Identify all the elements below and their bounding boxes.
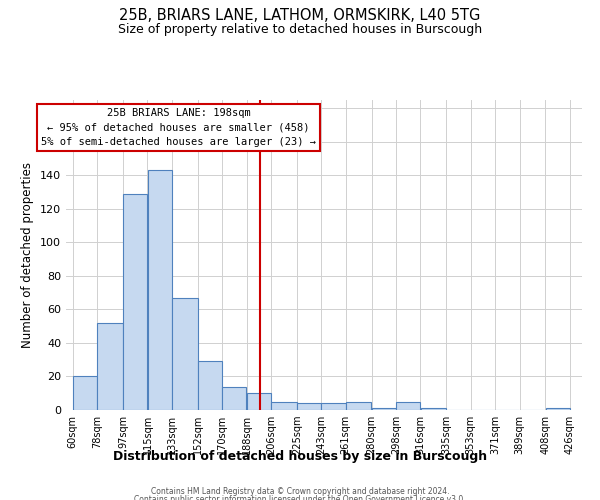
Text: 25B BRIARS LANE: 198sqm
← 95% of detached houses are smaller (458)
5% of semi-de: 25B BRIARS LANE: 198sqm ← 95% of detache… [41, 108, 316, 147]
Text: Contains public sector information licensed under the Open Government Licence v3: Contains public sector information licen… [134, 495, 466, 500]
Bar [271, 402, 296, 410]
Y-axis label: Number of detached properties: Number of detached properties [22, 162, 34, 348]
Bar [322, 404, 346, 410]
Bar [148, 170, 172, 410]
Bar [545, 408, 569, 410]
Bar [97, 323, 123, 410]
Bar [73, 376, 97, 410]
Bar [396, 402, 420, 410]
Bar [172, 298, 197, 410]
Text: Size of property relative to detached houses in Burscough: Size of property relative to detached ho… [118, 22, 482, 36]
Bar [123, 194, 147, 410]
Bar [223, 386, 247, 410]
Bar [297, 404, 321, 410]
Text: Distribution of detached houses by size in Burscough: Distribution of detached houses by size … [113, 450, 487, 463]
Bar [198, 362, 222, 410]
Bar [372, 408, 396, 410]
Bar [421, 408, 446, 410]
Text: 25B, BRIARS LANE, LATHOM, ORMSKIRK, L40 5TG: 25B, BRIARS LANE, LATHOM, ORMSKIRK, L40 … [119, 8, 481, 22]
Text: Contains HM Land Registry data © Crown copyright and database right 2024.: Contains HM Land Registry data © Crown c… [151, 488, 449, 496]
Bar [346, 402, 371, 410]
Bar [247, 393, 271, 410]
